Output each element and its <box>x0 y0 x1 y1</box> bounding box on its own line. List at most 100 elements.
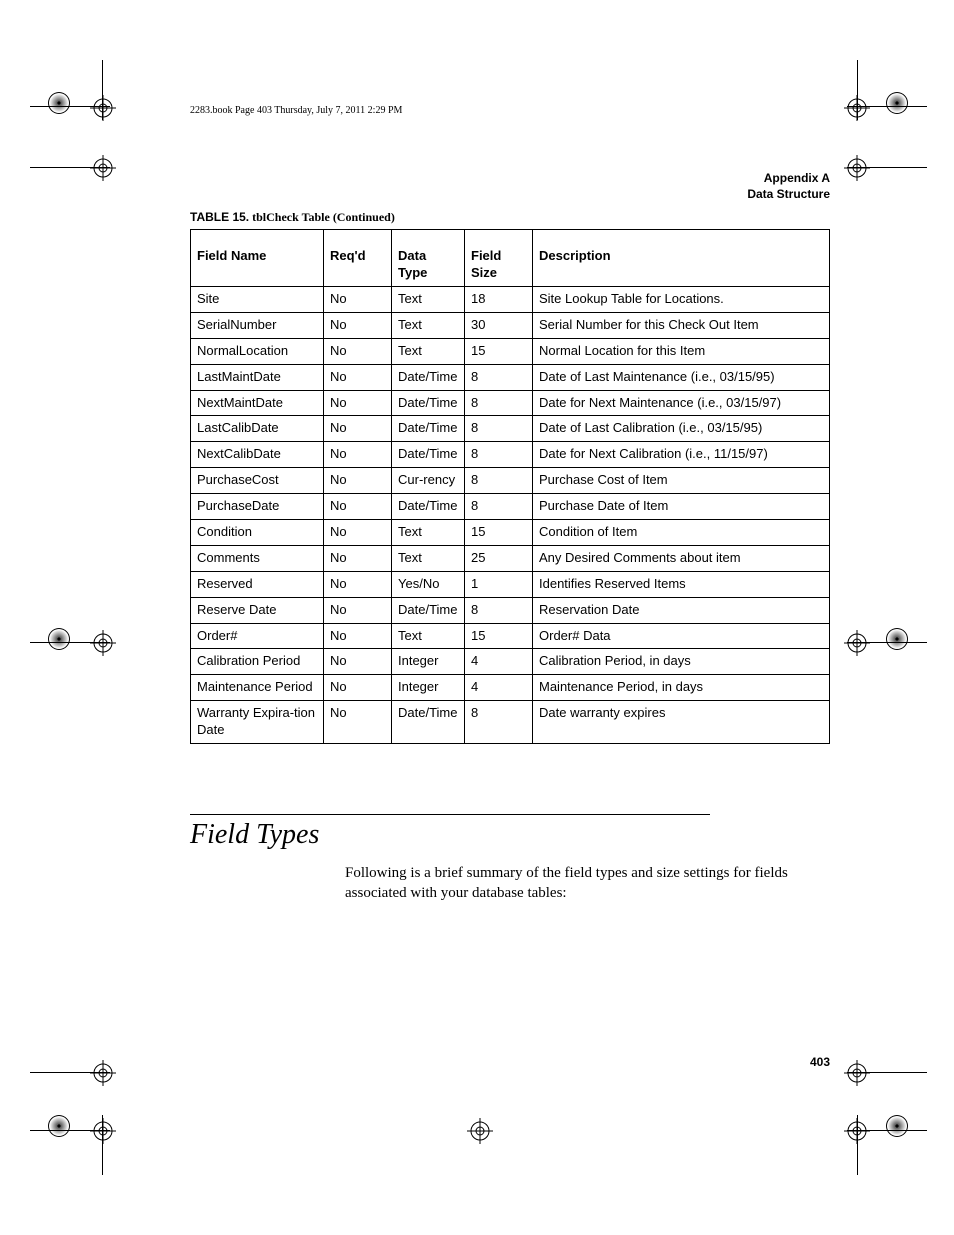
cell-desc: Date warranty expires <box>533 701 830 744</box>
cell-reqd: No <box>324 312 392 338</box>
cell-field: LastCalibDate <box>191 416 324 442</box>
cell-desc: Normal Location for this Item <box>533 338 830 364</box>
registration-mark-icon <box>90 630 116 656</box>
table-row: CommentsNoText25Any Desired Comments abo… <box>191 545 830 571</box>
table-row: SiteNoText18Site Lookup Table for Locati… <box>191 286 830 312</box>
cell-reqd: No <box>324 571 392 597</box>
registration-mark-icon <box>844 1060 870 1086</box>
cell-type: Date/Time <box>392 494 465 520</box>
cell-desc: Maintenance Period, in days <box>533 675 830 701</box>
cell-field: Maintenance Period <box>191 675 324 701</box>
cell-field: NormalLocation <box>191 338 324 364</box>
corner-dot <box>886 92 908 114</box>
cell-reqd: No <box>324 468 392 494</box>
cell-size: 15 <box>465 338 533 364</box>
cell-reqd: No <box>324 442 392 468</box>
table-row: ReservedNoYes/No1Identifies Reserved Ite… <box>191 571 830 597</box>
cell-reqd: No <box>324 545 392 571</box>
cell-desc: Condition of Item <box>533 519 830 545</box>
cell-type: Text <box>392 338 465 364</box>
cell-size: 8 <box>465 364 533 390</box>
cell-field: Reserve Date <box>191 597 324 623</box>
crop-line <box>102 1115 103 1175</box>
cell-desc: Purchase Date of Item <box>533 494 830 520</box>
cell-field: Comments <box>191 545 324 571</box>
th-reqd: Req'd <box>324 230 392 287</box>
cell-desc: Date for Next Calibration (i.e., 11/15/9… <box>533 442 830 468</box>
table-header-row: Field Name Req'd Data Type Field Size De… <box>191 230 830 287</box>
cell-size: 15 <box>465 623 533 649</box>
cell-type: Date/Time <box>392 364 465 390</box>
cell-size: 8 <box>465 701 533 744</box>
registration-mark-icon <box>90 1060 116 1086</box>
crop-line <box>857 1115 858 1175</box>
cell-size: 8 <box>465 494 533 520</box>
section-heading-field-types: Field Types <box>190 814 710 851</box>
page-number: 403 <box>810 1055 830 1069</box>
cell-type: Yes/No <box>392 571 465 597</box>
table-caption-title: tblCheck Table (Continued) <box>249 210 395 224</box>
cell-type: Date/Time <box>392 597 465 623</box>
corner-dot <box>886 1115 908 1137</box>
cell-desc: Reservation Date <box>533 597 830 623</box>
cell-type: Text <box>392 545 465 571</box>
crop-line <box>847 642 927 643</box>
table-row: LastCalibDateNoDate/Time8Date of Last Ca… <box>191 416 830 442</box>
cell-field: NextCalibDate <box>191 442 324 468</box>
cell-type: Date/Time <box>392 390 465 416</box>
cell-reqd: No <box>324 364 392 390</box>
cell-desc: Identifies Reserved Items <box>533 571 830 597</box>
cell-reqd: No <box>324 623 392 649</box>
cell-size: 4 <box>465 675 533 701</box>
crop-line <box>857 60 858 120</box>
th-data-type: Data Type <box>392 230 465 287</box>
cell-reqd: No <box>324 649 392 675</box>
cell-field: NextMaintDate <box>191 390 324 416</box>
cell-desc: Date of Last Calibration (i.e., 03/15/95… <box>533 416 830 442</box>
cell-type: Date/Time <box>392 442 465 468</box>
th-description: Description <box>533 230 830 287</box>
appendix-line1: Appendix A <box>190 171 830 187</box>
cell-size: 15 <box>465 519 533 545</box>
cell-field: Condition <box>191 519 324 545</box>
cell-desc: Site Lookup Table for Locations. <box>533 286 830 312</box>
corner-dot <box>48 92 70 114</box>
table-row: Warranty Expira-tion DateNoDate/Time8Dat… <box>191 701 830 744</box>
cell-field: Order# <box>191 623 324 649</box>
crop-line <box>30 106 110 107</box>
cell-type: Date/Time <box>392 416 465 442</box>
running-head: 2283.book Page 403 Thursday, July 7, 201… <box>190 105 830 116</box>
table-body: SiteNoText18Site Lookup Table for Locati… <box>191 286 830 743</box>
body-paragraph: Following is a brief summary of the fiel… <box>345 863 825 904</box>
cell-reqd: No <box>324 416 392 442</box>
crop-line <box>847 1072 927 1073</box>
registration-mark-icon <box>90 95 116 121</box>
cell-desc: Any Desired Comments about item <box>533 545 830 571</box>
table-caption-label: TABLE 15. <box>190 210 249 224</box>
cell-desc: Order# Data <box>533 623 830 649</box>
page-content: 2283.book Page 403 Thursday, July 7, 201… <box>190 105 830 904</box>
cell-type: Integer <box>392 649 465 675</box>
cell-reqd: No <box>324 675 392 701</box>
cell-type: Text <box>392 312 465 338</box>
registration-mark-icon <box>90 1118 116 1144</box>
table-row: LastMaintDateNoDate/Time8Date of Last Ma… <box>191 364 830 390</box>
cell-reqd: No <box>324 597 392 623</box>
table-row: SerialNumberNoText30Serial Number for th… <box>191 312 830 338</box>
cell-size: 4 <box>465 649 533 675</box>
th-field-size: Field Size <box>465 230 533 287</box>
cell-reqd: No <box>324 519 392 545</box>
crop-line <box>847 1130 927 1131</box>
corner-dot <box>48 628 70 650</box>
cell-desc: Date of Last Maintenance (i.e., 03/15/95… <box>533 364 830 390</box>
cell-type: Text <box>392 286 465 312</box>
tblcheck-table: Field Name Req'd Data Type Field Size De… <box>190 229 830 744</box>
cell-reqd: No <box>324 286 392 312</box>
th-field-name: Field Name <box>191 230 324 287</box>
cell-field: SerialNumber <box>191 312 324 338</box>
table-row: ConditionNoText15Condition of Item <box>191 519 830 545</box>
crop-line <box>30 642 110 643</box>
crop-line <box>30 167 110 168</box>
table-row: Maintenance PeriodNoInteger4Maintenance … <box>191 675 830 701</box>
cell-size: 30 <box>465 312 533 338</box>
